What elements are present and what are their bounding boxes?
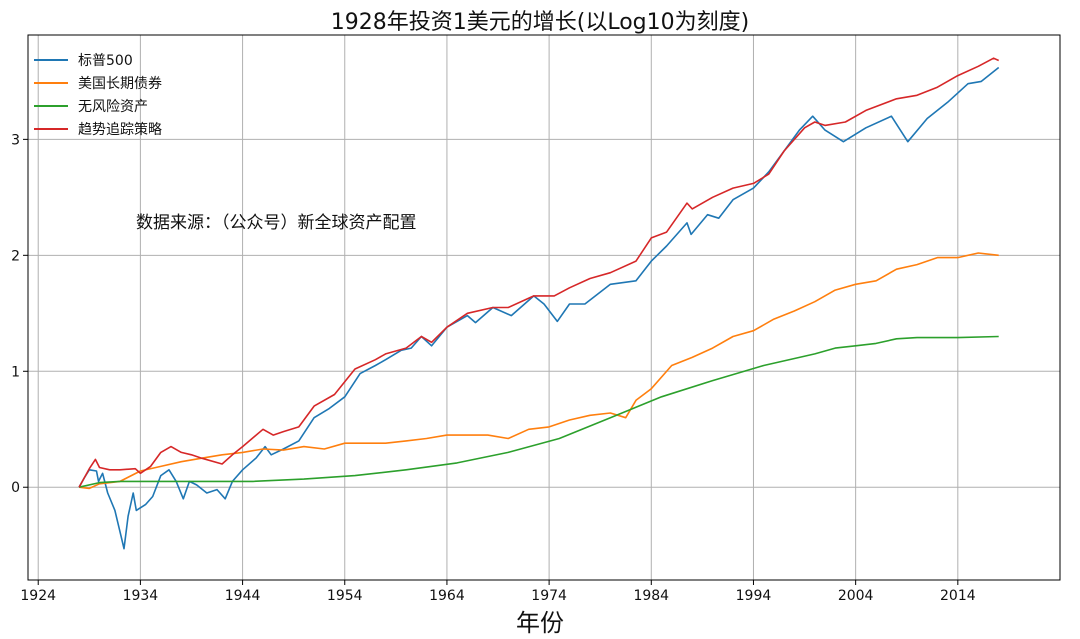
legend-swatch bbox=[34, 104, 68, 107]
x-tick-label: 1994 bbox=[736, 588, 772, 604]
x-tick-label: 1934 bbox=[123, 588, 159, 604]
legend: 标普500 美国长期债券 无风险资产 趋势追踪策略 bbox=[34, 48, 162, 140]
y-tick-label: 3 bbox=[11, 132, 20, 148]
legend-item-bonds: 美国长期债券 bbox=[34, 71, 162, 94]
x-tick-label: 2014 bbox=[940, 588, 976, 604]
legend-swatch bbox=[34, 127, 68, 130]
chart-title: 1928年投资1美元的增长(以Log10为刻度) bbox=[330, 10, 750, 35]
series-line-2 bbox=[78, 335, 999, 488]
legend-label: 无风险资产 bbox=[78, 98, 148, 115]
x-tick-label: 1924 bbox=[20, 588, 56, 604]
x-tick-label: 1984 bbox=[633, 588, 669, 604]
x-tick-label: 1954 bbox=[327, 588, 363, 604]
plot-frame bbox=[27, 34, 1061, 581]
y-tick-label: 0 bbox=[11, 480, 20, 496]
legend-item-riskfree: 无风险资产 bbox=[34, 94, 162, 117]
series-lines bbox=[78, 57, 1000, 550]
x-axis-label: 年份 bbox=[516, 609, 564, 637]
x-tick-label: 1944 bbox=[225, 588, 261, 604]
source-annotation: 数据来源：（公众号）新全球资产配置 bbox=[136, 213, 417, 233]
y-tick-label: 1 bbox=[11, 364, 20, 380]
legend-item-sp500: 标普500 bbox=[34, 48, 162, 71]
legend-swatch bbox=[34, 58, 68, 61]
legend-label: 标普500 bbox=[78, 52, 133, 69]
series-line-1 bbox=[79, 252, 999, 490]
axes: 1924 1934 1944 1954 1964 1974 1984 1994 2004 2014… bbox=[11, 34, 1061, 604]
y-tick-label: 2 bbox=[11, 248, 20, 264]
legend-label: 美国长期债券 bbox=[78, 75, 162, 92]
legend-item-trend: 趋势追踪策略 bbox=[34, 117, 162, 140]
x-tick-label: 1974 bbox=[531, 588, 567, 604]
x-tick-label: 1964 bbox=[429, 588, 465, 604]
x-tick-label: 2004 bbox=[838, 588, 874, 604]
legend-swatch bbox=[34, 81, 68, 84]
series-line-3 bbox=[78, 57, 1000, 488]
legend-label: 趋势追踪策略 bbox=[78, 121, 162, 138]
